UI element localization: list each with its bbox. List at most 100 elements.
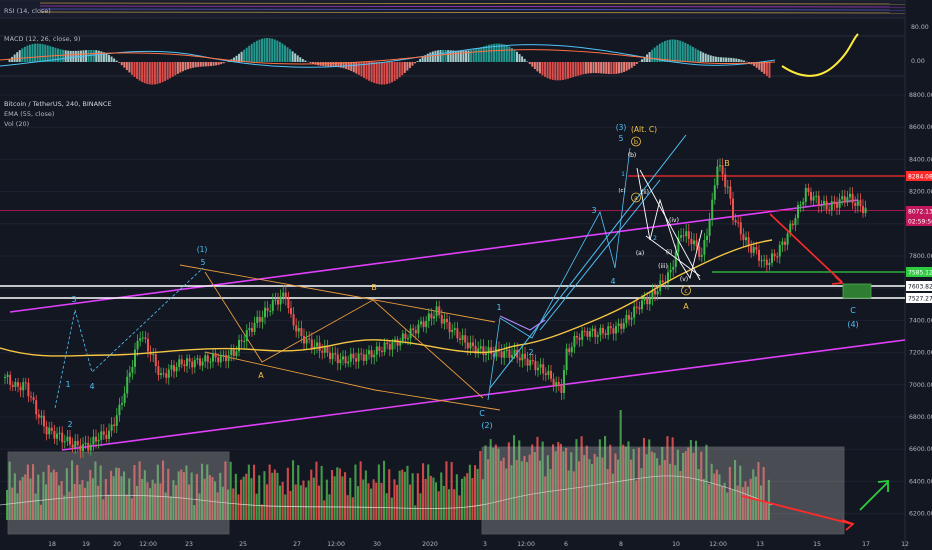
macd-bar xyxy=(523,58,526,62)
candle-body xyxy=(830,201,833,211)
candle-body xyxy=(261,317,264,322)
time-tick: 12:00 xyxy=(709,541,727,548)
signal-line xyxy=(0,49,776,65)
candle-body xyxy=(682,235,685,237)
macd-bar xyxy=(457,50,460,62)
macd-bar xyxy=(720,57,722,62)
price-tag-label: 7527.27 xyxy=(908,296,932,303)
macd-bar xyxy=(449,50,452,62)
volume-bar xyxy=(172,480,175,520)
macd-bar xyxy=(495,43,498,62)
candle-body xyxy=(378,346,381,351)
macd-bar xyxy=(579,62,582,75)
volume-bar xyxy=(617,459,620,520)
volume-bar xyxy=(138,461,141,520)
wave-channel-lower xyxy=(539,179,661,331)
candle-body xyxy=(113,424,116,426)
rsi-line xyxy=(39,8,906,11)
volume-bar xyxy=(130,498,133,520)
volume-bar xyxy=(606,469,609,520)
label-circle xyxy=(681,285,691,296)
candle-body xyxy=(17,382,19,387)
volume-bar xyxy=(201,463,204,520)
macd-bar xyxy=(697,49,700,62)
volume-bar xyxy=(687,447,690,520)
price-tick: 7000.00 xyxy=(909,382,932,389)
volume-bar xyxy=(731,489,734,520)
macd-bar xyxy=(138,62,141,81)
orange-trend-upper xyxy=(179,264,496,323)
candle-body xyxy=(269,310,272,312)
volume-bar xyxy=(710,463,713,520)
candle-body xyxy=(721,165,724,175)
candle-body xyxy=(50,427,53,431)
volume-bar xyxy=(383,460,386,520)
macd-bar xyxy=(210,62,212,67)
candle-body xyxy=(508,349,511,358)
macd-bar xyxy=(403,62,406,73)
macd-bar xyxy=(255,40,258,62)
candle-body xyxy=(648,298,651,305)
candle-body xyxy=(781,241,784,245)
volume-bar xyxy=(557,441,560,520)
candle-body xyxy=(430,313,433,319)
candle-body xyxy=(776,256,779,258)
macd-bar xyxy=(635,62,638,64)
macd-bar xyxy=(436,50,439,62)
candle-body xyxy=(71,444,74,448)
volume-bar xyxy=(32,464,35,520)
candle-body xyxy=(726,186,729,188)
candle-body xyxy=(451,329,454,333)
macd-bar xyxy=(467,50,470,62)
ema-line xyxy=(0,239,773,357)
candle-body xyxy=(560,384,563,394)
candle-body xyxy=(56,433,58,439)
wave-impulse-left xyxy=(54,267,204,409)
volume-bar xyxy=(572,471,575,520)
candle-body xyxy=(201,361,204,366)
volume-bar xyxy=(279,485,282,520)
macd-bar xyxy=(612,62,615,75)
macd-bar xyxy=(34,43,37,62)
candle-body xyxy=(305,338,308,344)
macd-bar xyxy=(414,62,416,64)
macd-bar xyxy=(679,40,682,62)
macd-bar xyxy=(23,46,26,62)
candle-body xyxy=(859,200,862,207)
candle-body xyxy=(503,351,506,358)
macd-bar xyxy=(735,58,738,62)
macd-bar xyxy=(577,62,580,76)
volume-bar xyxy=(762,467,765,520)
wave-label: (b) xyxy=(628,152,637,159)
candle-body xyxy=(573,335,576,348)
volume-bar xyxy=(767,479,770,520)
candle-body xyxy=(698,246,701,257)
volume-bar xyxy=(539,460,542,520)
candle-body xyxy=(61,432,64,443)
candle-body xyxy=(469,342,472,349)
macd-bar xyxy=(574,62,577,77)
macd-bar xyxy=(429,52,432,62)
volume-bar xyxy=(596,456,599,520)
macd-bar xyxy=(727,57,730,62)
macd-bar xyxy=(722,57,725,62)
time-tick: 3 xyxy=(483,541,487,548)
candle-body xyxy=(778,244,781,257)
macd-bar xyxy=(95,50,98,62)
volume-bar xyxy=(645,454,648,520)
candle-body xyxy=(209,361,212,363)
volume-bar xyxy=(263,471,266,520)
candle-body xyxy=(732,198,734,221)
candles xyxy=(4,158,867,459)
macd-bar xyxy=(350,62,353,72)
price-tick: 6400.00 xyxy=(909,478,932,485)
macd-bar xyxy=(406,62,409,71)
candle-body xyxy=(856,200,859,206)
volume-bar xyxy=(601,457,604,520)
macd-bar xyxy=(737,59,740,62)
macd-bar xyxy=(416,61,419,62)
macd-bar xyxy=(385,62,388,85)
volume-bar xyxy=(266,484,269,520)
candle-body xyxy=(115,415,118,426)
